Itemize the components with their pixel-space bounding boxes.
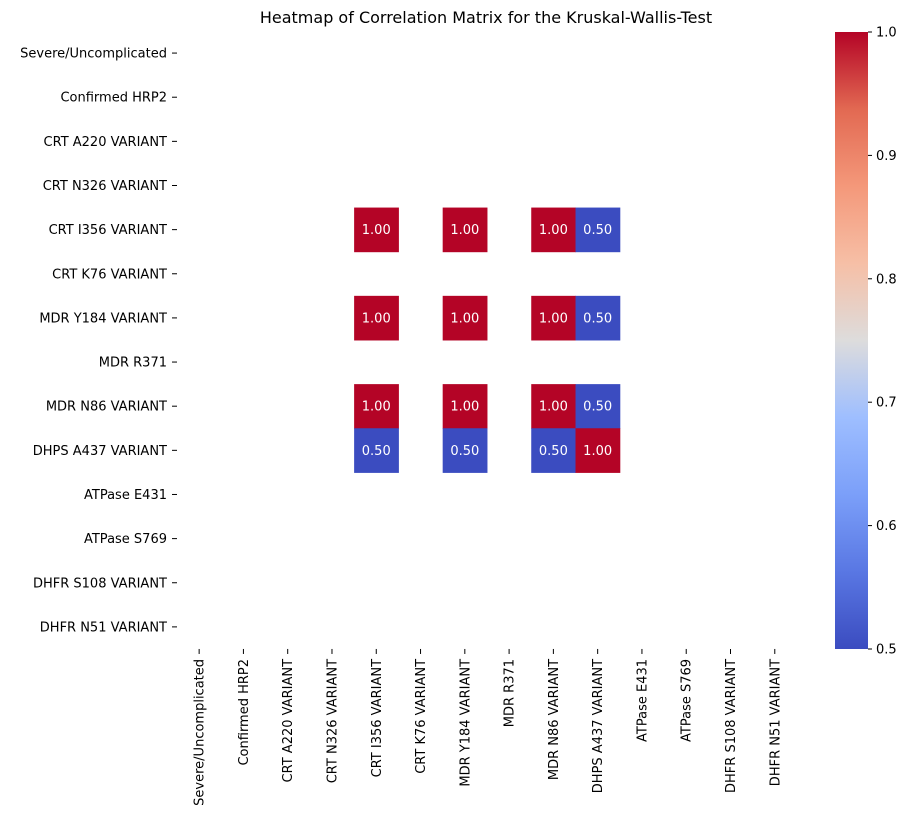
cell-value-label: 1.00: [539, 400, 568, 415]
column-tick-label: CRT I356 VARIANT: [370, 659, 385, 777]
column-tick-label: MDR Y184 VARIANT: [458, 659, 473, 787]
row-tick-label: ATPase E431: [84, 488, 167, 503]
column-tick-label: DHPS A437 VARIANT: [591, 659, 606, 793]
heatmap-cell: [354, 384, 399, 429]
heatmap-cell: [575, 207, 621, 253]
heatmap-cell: [354, 207, 399, 253]
row-tick-label: DHFR S108 VARIANT: [33, 576, 167, 591]
column-tick-label: MDR N86 VARIANT: [547, 659, 562, 780]
column-tick-label: Confirmed HRP2: [237, 659, 252, 766]
heatmap-cell: [442, 207, 488, 253]
row-tick-label: ATPase S769: [84, 532, 167, 547]
column-tick-label: DHFR S108 VARIANT: [724, 659, 739, 793]
heatmap-cell: [531, 295, 577, 341]
cell-value-label: 1.00: [539, 223, 568, 238]
heatmap-cell: [354, 295, 399, 341]
cell-value-label: 0.50: [583, 223, 612, 238]
cell-value-label: 1.00: [362, 223, 391, 238]
cell-value-label: 0.50: [362, 444, 391, 459]
heatmap-cell: [575, 428, 621, 473]
column-tick-label: CRT A220 VARIANT: [281, 659, 296, 783]
heatmap-cell: [575, 295, 621, 341]
column-tick-labels: Severe/Uncomplicated Confirmed HRP2 CRT A2…: [193, 648, 783, 806]
cell-value-label: 1.00: [450, 311, 479, 326]
heatmap-cell: [531, 384, 577, 429]
colorbar-tick-label: 0.6: [876, 519, 897, 534]
heatmap-cell: [442, 428, 488, 473]
colorbar-tick-label: 0.8: [876, 272, 897, 287]
column-tick-label: CRT K76 VARIANT: [414, 659, 429, 774]
column-tick-label: ATPase E431: [635, 659, 650, 742]
heatmap-cells: 1.00 1.00 1.00 0.50 1.00 1.00 1.00 0.50 1.00 1.00…: [354, 207, 621, 473]
cell-value-label: 0.50: [583, 400, 612, 415]
heatmap-cell: [354, 428, 399, 473]
cell-value-label: 1.00: [450, 400, 479, 415]
row-tick-label: Severe/Uncomplicated: [20, 47, 167, 62]
colorbar-tick-label: 0.7: [876, 396, 897, 411]
heatmap-cell: [575, 384, 621, 429]
cell-value-label: 1.00: [362, 311, 391, 326]
heatmap-cell: [442, 384, 488, 429]
cell-value-label: 1.00: [583, 444, 612, 459]
heatmap-cell: [531, 428, 577, 473]
row-tick-label: Confirmed HRP2: [60, 91, 167, 106]
column-tick-label: MDR R371: [503, 659, 518, 727]
row-tick-label: CRT K76 VARIANT: [52, 267, 167, 282]
cell-value-label: 0.50: [539, 444, 568, 459]
row-tick-labels: Severe/Uncomplicated Confirmed HRP2 CRT A2…: [20, 47, 177, 635]
column-tick-label: Severe/Uncomplicated: [193, 659, 208, 806]
heatmap-cell: [442, 295, 488, 341]
colorbar-tick-label: 1.0: [876, 26, 897, 41]
cell-value-label: 0.50: [450, 444, 479, 459]
row-tick-label: MDR Y184 VARIANT: [39, 311, 167, 326]
row-tick-label: MDR N86 VARIANT: [46, 400, 167, 415]
cell-value-label: 0.50: [583, 311, 612, 326]
heatmap-cell: [531, 207, 577, 253]
colorbar-tick-labels: 0.5 0.6 0.7 0.8 0.9 1.0: [868, 26, 897, 658]
row-tick-label: DHFR N51 VARIANT: [40, 620, 167, 635]
row-tick-label: CRT I356 VARIANT: [49, 223, 167, 238]
chart-title: Heatmap of Correlation Matrix for the Kr…: [260, 8, 712, 27]
colorbar-gradient: [835, 32, 868, 649]
row-tick-label: CRT N326 VARIANT: [43, 179, 167, 194]
row-tick-label: DHPS A437 VARIANT: [33, 444, 167, 459]
column-tick-label: CRT N326 VARIANT: [325, 659, 340, 783]
cell-value-label: 1.00: [362, 400, 391, 415]
colorbar: [835, 32, 868, 649]
cell-value-label: 1.00: [539, 311, 568, 326]
row-tick-label: CRT A220 VARIANT: [44, 135, 168, 150]
column-tick-label: DHFR N51 VARIANT: [768, 659, 783, 786]
cell-value-label: 1.00: [450, 223, 479, 238]
row-tick-label: MDR R371: [99, 356, 167, 371]
column-tick-label: ATPase S769: [680, 659, 695, 742]
colorbar-tick-label: 0.5: [876, 643, 897, 658]
colorbar-tick-label: 0.9: [876, 149, 897, 164]
